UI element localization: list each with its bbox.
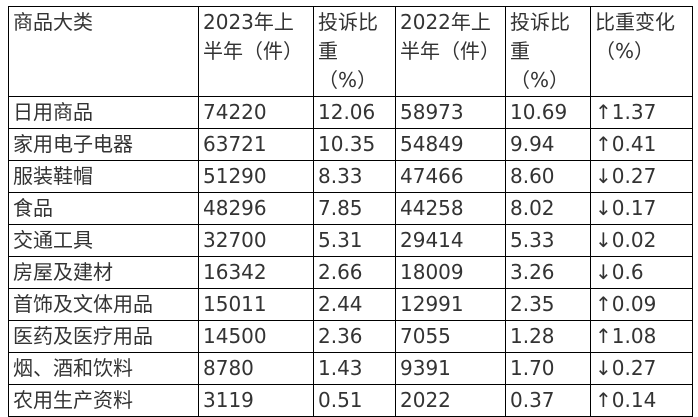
count-2022-cell: 54849 xyxy=(395,128,506,161)
count-2023-cell: 32700 xyxy=(198,224,314,257)
table-row: 烟、酒和饮料 8780 1.43 9391 1.70 ↓0.27 xyxy=(8,352,693,385)
share-2022-cell: 8.60 xyxy=(505,160,591,193)
category-cell: 服装鞋帽 xyxy=(8,160,199,193)
header-row: 商品大类 2023年上 半年（件） 投诉比 重 （%） 2022年上 半年（件）… xyxy=(8,6,693,97)
change-cell: ↑1.08 xyxy=(590,320,693,353)
share-2023-cell: 2.44 xyxy=(313,288,396,321)
col-header-count-2023: 2023年上 半年（件） xyxy=(198,6,314,97)
count-2022-cell: 47466 xyxy=(395,160,506,193)
table-row: 医药及医疗用品 14500 2.36 7055 1.28 ↑1.08 xyxy=(8,320,693,353)
share-2022-cell: 9.94 xyxy=(505,128,591,161)
change-cell: ↑0.09 xyxy=(590,288,693,321)
share-2022-cell: 3.26 xyxy=(505,256,591,289)
count-2022-cell: 29414 xyxy=(395,224,506,257)
table-row: 服装鞋帽 51290 8.33 47466 8.60 ↓0.27 xyxy=(8,160,693,193)
count-2022-cell: 9391 xyxy=(395,352,506,385)
share-2023-cell: 1.43 xyxy=(313,352,396,385)
share-2022-cell: 1.70 xyxy=(505,352,591,385)
count-2023-cell: 8780 xyxy=(198,352,314,385)
share-2023-cell: 2.66 xyxy=(313,256,396,289)
col-header-category: 商品大类 xyxy=(8,6,199,97)
col-header-share-2022: 投诉比 重 （%） xyxy=(505,6,591,97)
category-cell: 食品 xyxy=(8,192,199,225)
share-2022-cell: 8.02 xyxy=(505,192,591,225)
change-cell: ↑0.14 xyxy=(590,384,693,417)
count-2022-cell: 12991 xyxy=(395,288,506,321)
share-2023-cell: 7.85 xyxy=(313,192,396,225)
count-2023-cell: 63721 xyxy=(198,128,314,161)
share-2022-cell: 0.37 xyxy=(505,384,591,417)
change-cell: ↓0.02 xyxy=(590,224,693,257)
col-header-count-2022: 2022年上 半年（件） xyxy=(395,6,506,97)
share-2022-cell: 10.69 xyxy=(505,96,591,129)
count-2022-cell: 58973 xyxy=(395,96,506,129)
change-cell: ↓0.27 xyxy=(590,352,693,385)
table-row: 食品 48296 7.85 44258 8.02 ↓0.17 xyxy=(8,192,693,225)
change-cell: ↓0.6 xyxy=(590,256,693,289)
count-2023-cell: 14500 xyxy=(198,320,314,353)
change-cell: ↓0.17 xyxy=(590,192,693,225)
category-cell: 烟、酒和饮料 xyxy=(8,352,199,385)
category-cell: 家用电子电器 xyxy=(8,128,199,161)
category-cell: 交通工具 xyxy=(8,224,199,257)
table-row: 家用电子电器 63721 10.35 54849 9.94 ↑0.41 xyxy=(8,128,693,161)
count-2022-cell: 7055 xyxy=(395,320,506,353)
count-2022-cell: 2022 xyxy=(395,384,506,417)
category-cell: 房屋及建材 xyxy=(8,256,199,289)
complaints-comparison-table: 商品大类 2023年上 半年（件） 投诉比 重 （%） 2022年上 半年（件）… xyxy=(8,6,693,417)
table-row: 房屋及建材 16342 2.66 18009 3.26 ↓0.6 xyxy=(8,256,693,289)
change-cell: ↑0.41 xyxy=(590,128,693,161)
share-2023-cell: 8.33 xyxy=(313,160,396,193)
share-2023-cell: 12.06 xyxy=(313,96,396,129)
count-2022-cell: 18009 xyxy=(395,256,506,289)
count-2022-cell: 44258 xyxy=(395,192,506,225)
table-row: 首饰及文体用品 15011 2.44 12991 2.35 ↑0.09 xyxy=(8,288,693,321)
count-2023-cell: 74220 xyxy=(198,96,314,129)
share-2023-cell: 5.31 xyxy=(313,224,396,257)
share-2022-cell: 1.28 xyxy=(505,320,591,353)
table-row: 交通工具 32700 5.31 29414 5.33 ↓0.02 xyxy=(8,224,693,257)
count-2023-cell: 51290 xyxy=(198,160,314,193)
table-row: 日用商品 74220 12.06 58973 10.69 ↑1.37 xyxy=(8,96,693,129)
change-cell: ↓0.27 xyxy=(590,160,693,193)
share-2022-cell: 5.33 xyxy=(505,224,591,257)
col-header-share-2023: 投诉比 重 （%） xyxy=(313,6,396,97)
share-2023-cell: 10.35 xyxy=(313,128,396,161)
col-header-change: 比重变化 （%） xyxy=(590,6,693,97)
category-cell: 首饰及文体用品 xyxy=(8,288,199,321)
table-row: 农用生产资料 3119 0.51 2022 0.37 ↑0.14 xyxy=(8,384,693,417)
count-2023-cell: 48296 xyxy=(198,192,314,225)
share-2023-cell: 2.36 xyxy=(313,320,396,353)
change-cell: ↑1.37 xyxy=(590,96,693,129)
category-cell: 日用商品 xyxy=(8,96,199,129)
count-2023-cell: 15011 xyxy=(198,288,314,321)
category-cell: 农用生产资料 xyxy=(8,384,199,417)
share-2023-cell: 0.51 xyxy=(313,384,396,417)
share-2022-cell: 2.35 xyxy=(505,288,591,321)
complaints-table-container: 商品大类 2023年上 半年（件） 投诉比 重 （%） 2022年上 半年（件）… xyxy=(8,6,693,417)
count-2023-cell: 16342 xyxy=(198,256,314,289)
count-2023-cell: 3119 xyxy=(198,384,314,417)
category-cell: 医药及医疗用品 xyxy=(8,320,199,353)
